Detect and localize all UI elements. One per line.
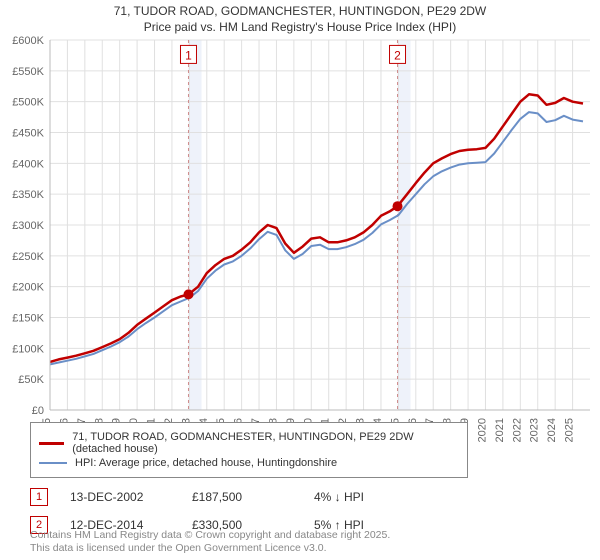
transaction-price-1: £187,500 <box>192 490 292 504</box>
title-line-1: 71, TUDOR ROAD, GODMANCHESTER, HUNTINGDO… <box>0 4 600 20</box>
transaction-badge-1: 1 <box>30 488 48 506</box>
svg-text:£600K: £600K <box>12 36 44 47</box>
footer-line-1: Contains HM Land Registry data © Crown c… <box>30 529 390 543</box>
footer: Contains HM Land Registry data © Crown c… <box>30 529 390 556</box>
svg-text:£500K: £500K <box>12 97 44 109</box>
legend-row-price-paid: 71, TUDOR ROAD, GODMANCHESTER, HUNTINGDO… <box>39 431 459 455</box>
footer-line-2: This data is licensed under the Open Gov… <box>30 542 390 556</box>
svg-text:1: 1 <box>185 48 192 62</box>
svg-text:£450K: £450K <box>12 128 44 140</box>
chart-title: 71, TUDOR ROAD, GODMANCHESTER, HUNTINGDO… <box>0 0 600 35</box>
transaction-date-1: 13-DEC-2002 <box>70 490 170 504</box>
svg-text:£350K: £350K <box>12 189 44 201</box>
transaction-row-1: 1 13-DEC-2002 £187,500 4% ↓ HPI <box>30 488 590 506</box>
svg-text:£150K: £150K <box>12 313 44 325</box>
svg-text:£400K: £400K <box>12 158 44 170</box>
svg-text:£0: £0 <box>32 405 44 417</box>
legend: 71, TUDOR ROAD, GODMANCHESTER, HUNTINGDO… <box>30 422 468 478</box>
legend-row-hpi: HPI: Average price, detached house, Hunt… <box>39 457 459 469</box>
svg-text:£50K: £50K <box>18 374 44 386</box>
legend-swatch-hpi <box>39 462 67 464</box>
chart-svg: £0 £50K £100K £150K £200K £250K £300K £350K £400… <box>4 36 594 442</box>
svg-text:£200K: £200K <box>12 282 44 294</box>
svg-text:£550K: £550K <box>12 66 44 78</box>
legend-label-hpi: HPI: Average price, detached house, Hunt… <box>75 457 337 469</box>
legend-label-price-paid: 71, TUDOR ROAD, GODMANCHESTER, HUNTINGDO… <box>72 431 459 455</box>
svg-text:2: 2 <box>394 48 401 62</box>
svg-text:£250K: £250K <box>12 251 44 263</box>
svg-text:£300K: £300K <box>12 220 44 232</box>
svg-text:£100K: £100K <box>12 343 44 355</box>
title-line-2: Price paid vs. HM Land Registry's House … <box>0 20 600 36</box>
legend-swatch-price-paid <box>39 442 64 445</box>
plot-area: £0£50K£100K£150K£200K£250K£300K£350K£400… <box>50 40 590 410</box>
transaction-delta-1: 4% ↓ HPI <box>314 490 414 504</box>
